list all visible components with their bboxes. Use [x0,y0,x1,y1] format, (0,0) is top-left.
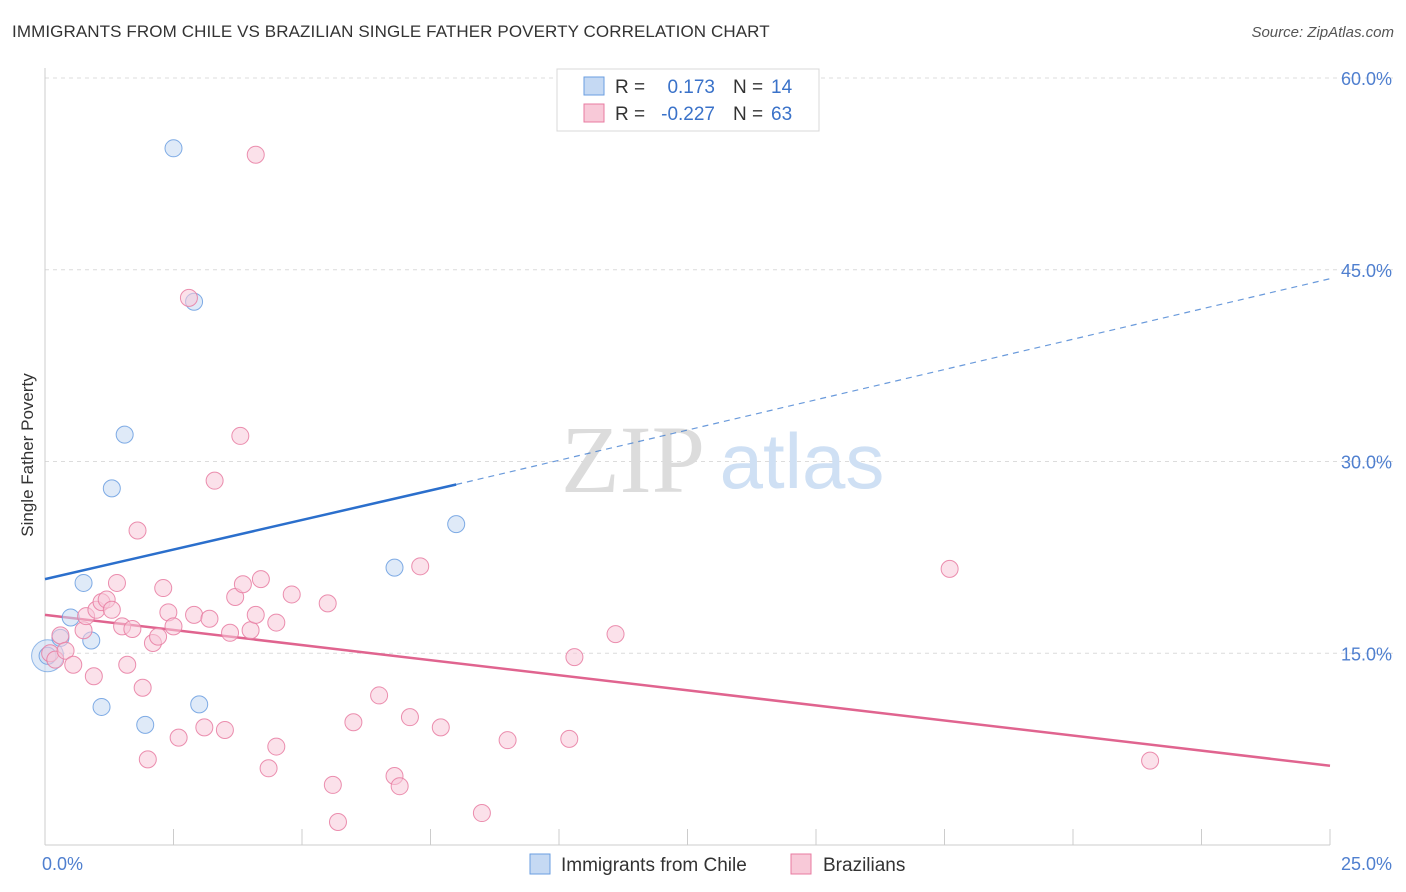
point-brazil-59 [1141,751,1160,770]
legend-r-label-chile: R = [615,77,645,98]
point-chile-3 [74,573,93,592]
data-points [31,139,1160,831]
point-brazil-26 [185,605,204,624]
grid-lines [45,77,1394,654]
point-brazil-56 [565,648,584,667]
point-brazil-35 [241,621,260,640]
point-chile-2 [61,608,80,627]
point-brazil-4 [64,655,83,674]
point-brazil-12 [107,573,126,592]
point-brazil-16 [128,521,147,540]
point-brazil-20 [149,627,168,646]
legend-n-label-chile: N = [733,77,763,98]
point-chile-12 [385,558,404,577]
point-chile-13 [447,515,466,534]
point-chile-9 [164,139,183,158]
x-tick-labels: 0.0% 25.0% [42,854,1392,874]
y-tick-labels: 15.0% 30.0% 45.0% 60.0% [1341,69,1392,664]
trend-line-chile-dashed [456,278,1331,486]
y-tick-label-2: 45.0% [1341,261,1392,281]
legend-swatch-chile [583,76,605,96]
point-brazil-14 [118,655,137,674]
correlation-legend: R = 0.173 N = 14 R = -0.227 N = 63 [556,68,820,132]
trend-line-chile-solid [44,483,457,581]
point-brazil-52 [431,718,450,737]
point-brazil-51 [411,557,430,576]
point-brazil-24 [169,728,188,747]
y-tick-label-3: 60.0% [1341,69,1392,89]
point-brazil-29 [205,471,224,490]
point-brazil-28 [200,609,219,628]
point-brazil-58 [940,559,959,578]
point-brazil-18 [138,750,157,769]
source-label: Source: ZipAtlas.com [1251,24,1394,41]
point-brazil-38 [259,759,278,778]
point-brazil-43 [318,594,337,613]
point-brazil-7 [84,667,103,686]
y-tick-label-0: 15.0% [1341,644,1392,664]
watermark: ZIP atlas [561,406,884,513]
series-legend: Immigrants from Chile Brazilians [529,853,905,876]
point-brazil-36 [246,605,265,624]
x-tick-label-0: 0.0% [42,854,83,874]
point-brazil-54 [498,731,517,750]
point-brazil-41 [282,585,301,604]
point-brazil-25 [179,288,198,307]
bottom-legend-swatch-brazil [790,853,812,875]
watermark-atlas: atlas [720,417,885,505]
point-brazil-23 [164,617,183,636]
bottom-legend-swatch-chile [529,853,551,875]
legend-swatch-brazil [583,103,605,123]
point-brazil-46 [344,713,363,732]
point-brazil-42 [246,145,265,164]
point-brazil-39 [267,737,286,756]
point-brazil-45 [328,812,347,831]
point-brazil-33 [231,426,250,445]
legend-r-label-brazil: R = [615,104,645,125]
bottom-legend-label-brazil: Brazilians [823,855,905,876]
point-brazil-57 [606,625,625,644]
point-chile-8 [136,715,155,734]
point-brazil-15 [123,619,142,638]
point-brazil-37 [251,570,270,589]
point-brazil-31 [221,623,240,642]
axes [44,68,1331,846]
point-chile-6 [102,479,121,498]
trend-line-brazil [44,613,1331,767]
y-tick-label-1: 30.0% [1341,453,1392,473]
point-brazil-44 [323,775,342,794]
watermark-zip: ZIP [561,406,705,513]
legend-r-value-brazil: -0.227 [661,104,715,125]
x-tick-label-1: 25.0% [1341,854,1392,874]
point-brazil-3 [56,641,75,660]
legend-n-label-brazil: N = [733,104,763,125]
point-brazil-17 [133,678,152,697]
bottom-legend-label-chile: Immigrants from Chile [561,855,747,876]
point-brazil-53 [472,804,491,823]
point-brazil-2 [51,626,70,645]
point-brazil-27 [195,718,214,737]
legend-n-value-chile: 14 [771,77,793,98]
point-brazil-50 [400,708,419,727]
point-brazil-34 [233,575,252,594]
point-brazil-49 [390,777,409,796]
point-chile-5 [92,697,111,716]
point-brazil-11 [102,600,121,619]
chart-title: IMMIGRANTS FROM CHILE VS BRAZILIAN SINGL… [12,22,770,41]
point-brazil-55 [560,729,579,748]
point-brazil-47 [370,686,389,705]
point-brazil-40 [267,613,286,632]
trend-lines [44,278,1331,767]
point-chile-11 [190,695,209,714]
legend-n-value-brazil: 63 [771,104,792,125]
point-brazil-30 [215,720,234,739]
point-chile-7 [115,425,134,444]
point-brazil-21 [154,579,173,598]
legend-r-value-chile: 0.173 [667,77,715,98]
